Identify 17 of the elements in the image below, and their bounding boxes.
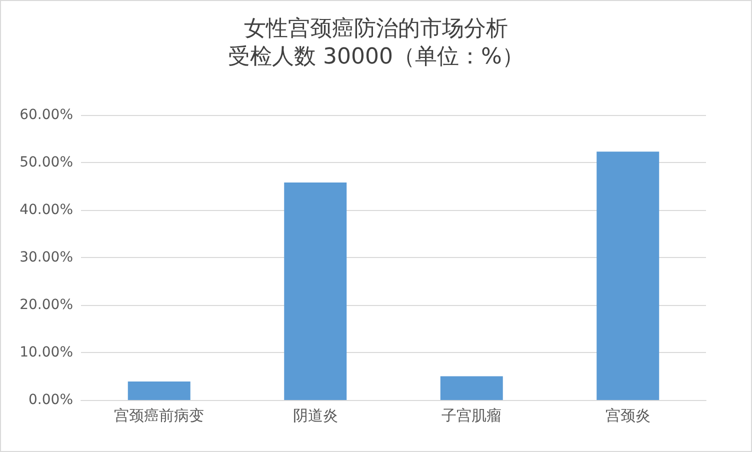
y-tick-label: 40.00% — [20, 202, 73, 218]
bar — [596, 152, 660, 400]
y-tick-label: 50.00% — [20, 154, 73, 170]
chart-title: 女性宫颈癌防治的市场分析 — [244, 16, 508, 42]
x-tick-label: 子宫肌瘤 — [442, 406, 502, 424]
y-tick-label: 20.00% — [20, 297, 73, 313]
bar — [284, 182, 347, 400]
y-tick-label: 10.00% — [20, 344, 73, 360]
y-tick-label: 0.00% — [28, 392, 73, 408]
x-tick-label: 阴道炎 — [292, 406, 338, 424]
bar — [440, 376, 503, 400]
chart-subtitle: 受检人数 30000（单位：%） — [228, 44, 524, 70]
y-tick-label: 60.00% — [20, 107, 73, 123]
x-tick-label: 宫颈炎 — [605, 406, 650, 424]
bar — [128, 381, 190, 400]
x-tick-label: 宫颈癌前病变 — [114, 406, 204, 424]
y-tick-label: 30.00% — [20, 250, 73, 266]
